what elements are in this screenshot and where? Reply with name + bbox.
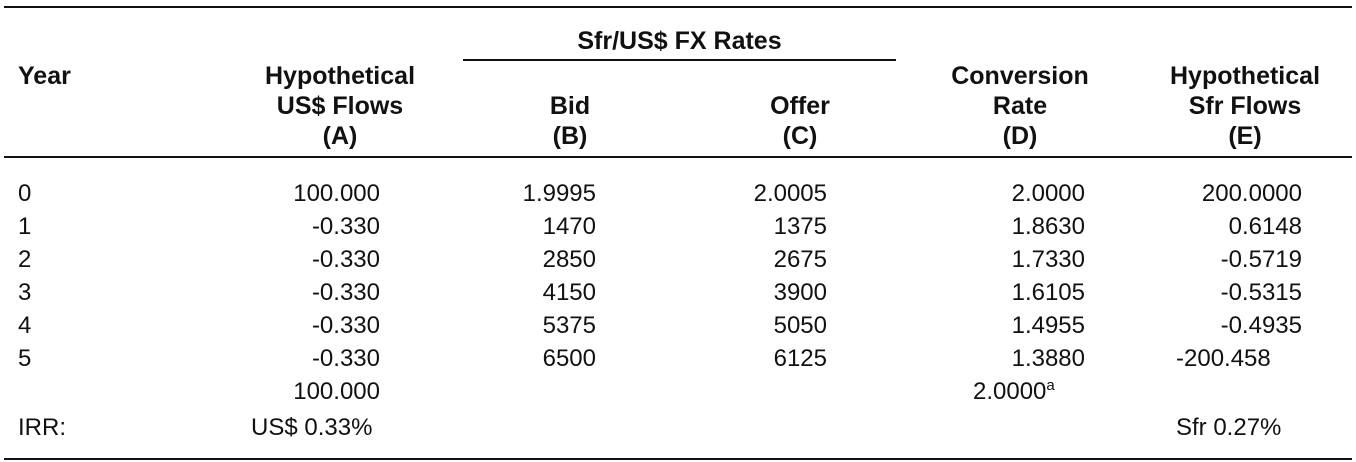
header-sfr-flows-line2: Sfr Flows xyxy=(1188,92,1302,120)
cell-year: 5 xyxy=(18,345,32,372)
cell-sfr-flow: 0.6148 xyxy=(1228,213,1302,240)
cell-us-flow: -0.330 xyxy=(311,345,380,372)
cell-bid: 2850 xyxy=(542,246,596,273)
irr-us: US$ 0.33% xyxy=(251,414,373,441)
header-conversion-rate: Conversion Rate (D) xyxy=(900,61,1140,151)
cell-conversion: 1.7330 xyxy=(1011,246,1085,273)
top-rule xyxy=(4,6,1352,8)
header-us-flows: Hypothetical US$ Flows (A) xyxy=(220,61,460,151)
header-bottom-rule xyxy=(4,156,1352,158)
header-bid-line1: Bid xyxy=(549,92,591,120)
header-offer: Offer (C) xyxy=(720,91,880,151)
header-conversion-line3: (D) xyxy=(1002,122,1038,150)
cell-conversion: 2.0000 xyxy=(1011,180,1085,207)
header-sfr-flows: Hypothetical Sfr Flows (E) xyxy=(1130,61,1356,151)
cell-year: 4 xyxy=(18,312,32,339)
cell-offer: 6125 xyxy=(773,345,827,372)
cell-us-flow: -0.330 xyxy=(311,312,380,339)
cell-bid: 4150 xyxy=(542,279,596,306)
cell-sfr-flow: -0.4935 xyxy=(1220,312,1302,339)
cell-offer: 5050 xyxy=(773,312,827,339)
cell-us-flow: -0.330 xyxy=(311,213,380,240)
cell-sfr-flow: -0.5315 xyxy=(1220,279,1302,306)
cell-year: 3 xyxy=(18,279,32,306)
cell-us-flow: 100.000 xyxy=(293,180,380,207)
cell-us-flow: -0.330 xyxy=(311,246,380,273)
cell-sfr-flow: -0.5719 xyxy=(1220,246,1302,273)
cell-conversion: 1.8630 xyxy=(1011,213,1085,240)
header-year: Year xyxy=(18,62,71,90)
header-sfr-flows-line3: (E) xyxy=(1228,122,1262,150)
cell-conversion: 2.0000a xyxy=(973,376,1055,408)
cell-conversion: 1.4955 xyxy=(1011,312,1085,339)
header-us-flows-line2: US$ Flows xyxy=(276,92,404,120)
cell-offer: 1375 xyxy=(773,213,827,240)
cell-year: 2 xyxy=(18,246,32,273)
header-sfr-flows-line1: Hypothetical xyxy=(1169,62,1321,90)
cell-bid: 5375 xyxy=(542,312,596,339)
cell-us-flow: -0.330 xyxy=(311,279,380,306)
header-conversion-line1: Conversion xyxy=(951,62,1089,90)
cell-sfr-flow: 200.0000 xyxy=(1201,180,1302,207)
header-offer-line1: Offer xyxy=(770,92,830,120)
header-conversion-line2: Rate xyxy=(992,92,1048,120)
cell-bid: 1470 xyxy=(542,213,596,240)
irr-label: IRR: xyxy=(18,414,66,441)
cell-sfr-flow: -200.458 xyxy=(1176,345,1271,372)
cell-conversion-value: 2.0000 xyxy=(973,378,1047,405)
cell-bid: 6500 xyxy=(542,345,596,372)
cell-offer: 2.0005 xyxy=(753,180,827,207)
header-bid: Bid (B) xyxy=(500,91,640,151)
footnote-marker: a xyxy=(1046,377,1055,394)
fx-rates-span-rule xyxy=(463,59,896,61)
cell-year: 1 xyxy=(18,213,32,240)
cell-conversion: 1.6105 xyxy=(1011,279,1085,306)
cell-offer: 2675 xyxy=(773,246,827,273)
bottom-rule xyxy=(4,458,1352,460)
header-fx-rates-group: Sfr/US$ FX Rates xyxy=(577,27,782,55)
header-us-flows-line3: (A) xyxy=(322,122,358,150)
cell-conversion: 1.3880 xyxy=(1011,345,1085,372)
cell-offer: 3900 xyxy=(773,279,827,306)
irr-sfr: Sfr 0.27% xyxy=(1176,414,1282,441)
cell-bid: 1.9995 xyxy=(522,180,596,207)
cell-us-flow: 100.000 xyxy=(293,378,380,405)
cell-year: 0 xyxy=(18,180,32,207)
header-us-flows-line1: Hypothetical xyxy=(264,62,416,90)
header-bid-line2: (B) xyxy=(552,122,588,150)
header-offer-line2: (C) xyxy=(782,122,818,150)
